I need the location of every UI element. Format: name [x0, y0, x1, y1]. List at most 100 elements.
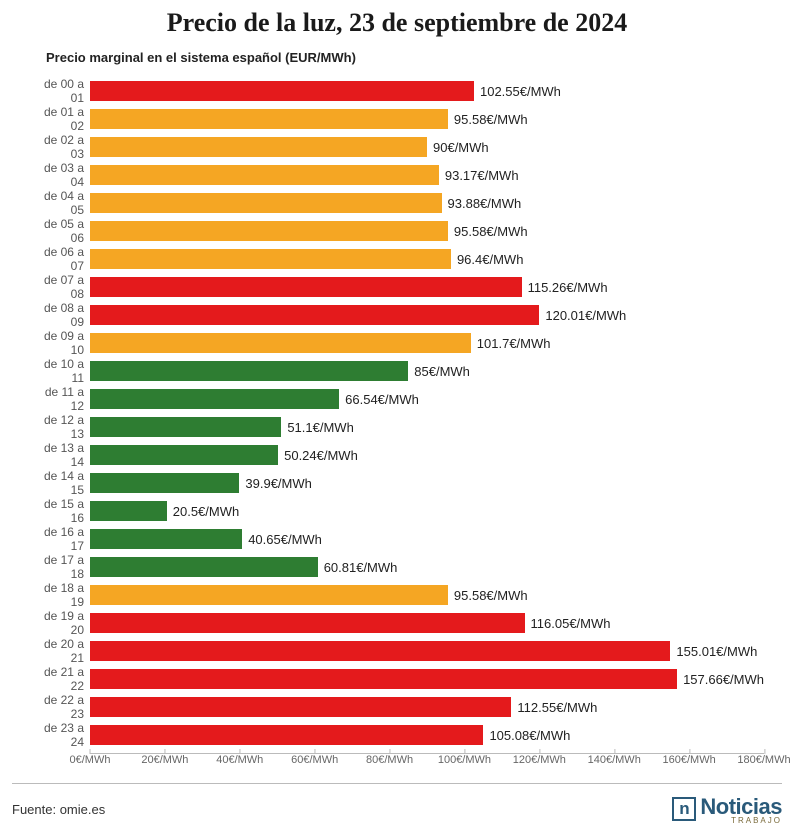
bar-track: 60.81€/MWh: [90, 553, 764, 581]
value-label: 105.08€/MWh: [489, 728, 570, 743]
bar: [90, 361, 408, 381]
bar-track: 95.58€/MWh: [90, 581, 764, 609]
y-label: de 08 a 09: [34, 301, 90, 329]
bar: [90, 445, 278, 465]
bar: [90, 529, 242, 549]
y-label: de 21 a 22: [34, 665, 90, 693]
bar: [90, 557, 318, 577]
bar-row: de 20 a 21 155.01€/MWh: [34, 637, 764, 665]
bar-row: de 17 a 1860.81€/MWh: [34, 553, 764, 581]
y-label: de 23 a 24: [34, 721, 90, 749]
bar-row: de 14 a 15 39.9€/MWh: [34, 469, 764, 497]
x-tick: 140€/MWh: [588, 754, 641, 766]
bar-row: de 02 a 03 90€/MWh: [34, 133, 764, 161]
bar-track: 85€/MWh: [90, 357, 764, 385]
bar: [90, 221, 448, 241]
bar-track: 95.58€/MWh: [90, 105, 764, 133]
bar-row: de 11 a 1266.54€/MWh: [34, 385, 764, 413]
value-label: 93.88€/MWh: [448, 196, 522, 211]
bar: [90, 277, 522, 297]
value-label: 51.1€/MWh: [287, 420, 353, 435]
bar-track: 93.17€/MWh: [90, 161, 764, 189]
value-label: 60.81€/MWh: [324, 560, 398, 575]
value-label: 90€/MWh: [433, 140, 489, 155]
bar: [90, 417, 281, 437]
y-label: de 07 a 08: [34, 273, 90, 301]
y-label: de 10 a 11: [34, 357, 90, 385]
bar-row: de 15 a 1620.5€/MWh: [34, 497, 764, 525]
y-label: de 13 a 14: [34, 441, 90, 469]
bar: [90, 697, 511, 717]
bar-track: 93.88€/MWh: [90, 189, 764, 217]
bar-track: 105.08€/MWh: [90, 721, 764, 749]
bar-row: de 01 a 02 95.58€/MWh: [34, 105, 764, 133]
chart-area: de 00 a 01 102.55€/MWh de 01 a 02 95.58€/MW…: [34, 77, 764, 749]
value-label: 20.5€/MWh: [173, 504, 239, 519]
x-tick: 0€/MWh: [70, 754, 111, 766]
bar-track: 120.01€/MWh: [90, 301, 764, 329]
value-label: 112.55€/MWh: [517, 700, 597, 715]
logo: n Noticias TRABAJO: [672, 794, 782, 825]
value-label: 157.66€/MWh: [683, 672, 764, 687]
value-label: 155.01€/MWh: [676, 644, 757, 659]
value-label: 95.58€/MWh: [454, 224, 528, 239]
bar-track: 50.24€/MWh: [90, 441, 764, 469]
bar: [90, 333, 471, 353]
value-label: 116.05€/MWh: [531, 616, 611, 631]
y-label: de 01 a 02: [34, 105, 90, 133]
bar-track: 116.05€/MWh: [90, 609, 764, 637]
bar-track: 157.66€/MWh: [90, 665, 764, 693]
source-text: Fuente: omie.es: [12, 802, 105, 817]
logo-icon: n: [672, 797, 696, 821]
bar: [90, 613, 525, 633]
value-label: 95.58€/MWh: [454, 588, 528, 603]
bar-row: de 18 a 19 95.58€/MWh: [34, 581, 764, 609]
footer: Fuente: omie.es n Noticias TRABAJO: [12, 783, 782, 825]
x-tick: 40€/MWh: [216, 754, 263, 766]
y-label: de 19 a 20: [34, 609, 90, 637]
bar: [90, 249, 451, 269]
bar: [90, 641, 670, 661]
value-label: 102.55€/MWh: [480, 84, 561, 99]
bar: [90, 389, 339, 409]
bar: [90, 165, 439, 185]
bar: [90, 305, 539, 325]
bar-row: de 04 a 05 93.88€/MWh: [34, 189, 764, 217]
x-tick: 180€/MWh: [737, 754, 790, 766]
bar-row: de 09 a 10101.7€/MWh: [34, 329, 764, 357]
bar: [90, 501, 167, 521]
bar: [90, 193, 442, 213]
bar: [90, 109, 448, 129]
value-label: 93.17€/MWh: [445, 168, 519, 183]
y-label: de 18 a 19: [34, 581, 90, 609]
bar: [90, 81, 474, 101]
bar-track: 112.55€/MWh: [90, 693, 764, 721]
value-label: 85€/MWh: [414, 364, 470, 379]
value-label: 95.58€/MWh: [454, 112, 528, 127]
value-label: 101.7€/MWh: [477, 336, 551, 351]
bar-track: 102.55€/MWh: [90, 77, 764, 105]
x-tick: 60€/MWh: [291, 754, 338, 766]
bar-row: de 21 a 22 157.66€/MWh: [34, 665, 764, 693]
y-label: de 22 a 23: [34, 693, 90, 721]
bar-track: 66.54€/MWh: [90, 385, 764, 413]
bar-track: 101.7€/MWh: [90, 329, 764, 357]
y-label: de 02 a 03: [34, 133, 90, 161]
bar: [90, 725, 483, 745]
bar-row: de 16 a 1740.65€/MWh: [34, 525, 764, 553]
bar-row: de 22 a 23 112.55€/MWh: [34, 693, 764, 721]
bar-row: de 06 a 0796.4€/MWh: [34, 245, 764, 273]
y-label: de 14 a 15: [34, 469, 90, 497]
y-label: de 16 a 17: [34, 525, 90, 553]
y-label: de 04 a 05: [34, 189, 90, 217]
x-axis: 0€/MWh20€/MWh40€/MWh60€/MWh80€/MWh100€/M…: [90, 753, 764, 779]
value-label: 39.9€/MWh: [245, 476, 311, 491]
y-label: de 00 a 01: [34, 77, 90, 105]
y-label: de 06 a 07: [34, 245, 90, 273]
x-tick: 100€/MWh: [438, 754, 491, 766]
bar-row: de 19 a 20 116.05€/MWh: [34, 609, 764, 637]
bar-row: de 13 a 1450.24€/MWh: [34, 441, 764, 469]
y-label: de 20 a 21: [34, 637, 90, 665]
y-label: de 03 a 04: [34, 161, 90, 189]
bar-row: de 08 a 09120.01€/MWh: [34, 301, 764, 329]
